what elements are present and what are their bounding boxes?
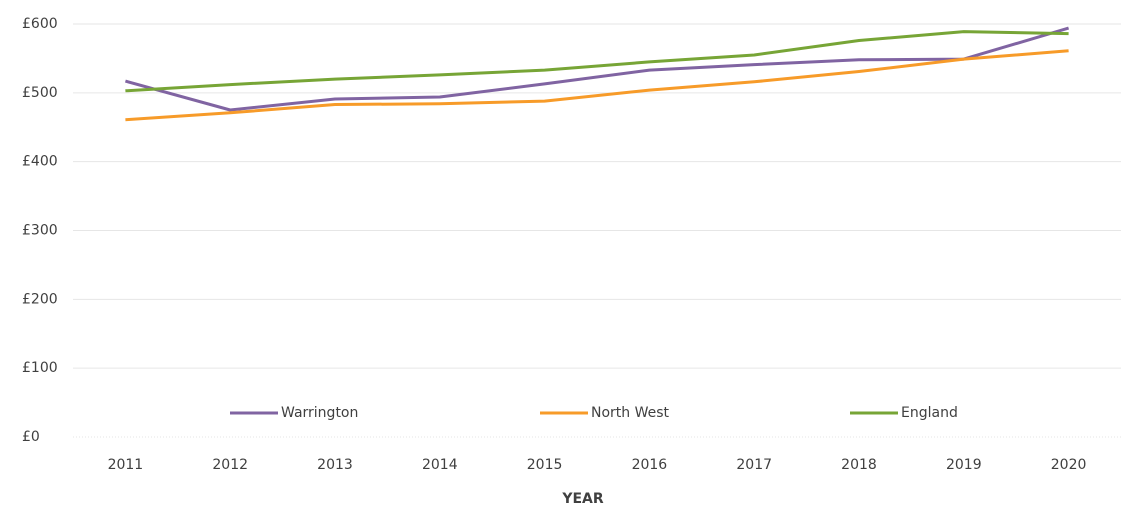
- series-line: [125, 49, 1069, 122]
- x-tick-label: 2016: [632, 457, 668, 473]
- x-tick-label: 2012: [212, 457, 248, 473]
- legend-label: Warrington: [281, 405, 358, 421]
- legend-label: England: [901, 405, 958, 421]
- legend-label: North West: [591, 405, 670, 421]
- y-tick-label: £400: [22, 154, 58, 170]
- y-tick-label: £100: [22, 360, 58, 376]
- y-tick-label: £300: [22, 223, 58, 239]
- x-tick-label: 2011: [108, 457, 144, 473]
- series-line: [125, 30, 1069, 93]
- y-tick-label: £0: [22, 429, 40, 445]
- x-tick-label: 2018: [841, 457, 877, 473]
- y-tick-label: £600: [22, 16, 58, 32]
- y-tick-label: £200: [22, 291, 58, 307]
- x-tick-label: 2017: [736, 457, 772, 473]
- x-tick-label: 2015: [527, 457, 563, 473]
- series-line: [125, 26, 1070, 112]
- y-tick-label: £500: [22, 85, 58, 101]
- x-axis-label: YEAR: [561, 491, 604, 507]
- x-tick-label: 2013: [317, 457, 353, 473]
- x-tick-label: 2019: [946, 457, 982, 473]
- x-tick-label: 2020: [1051, 457, 1087, 473]
- x-tick-label: 2014: [422, 457, 458, 473]
